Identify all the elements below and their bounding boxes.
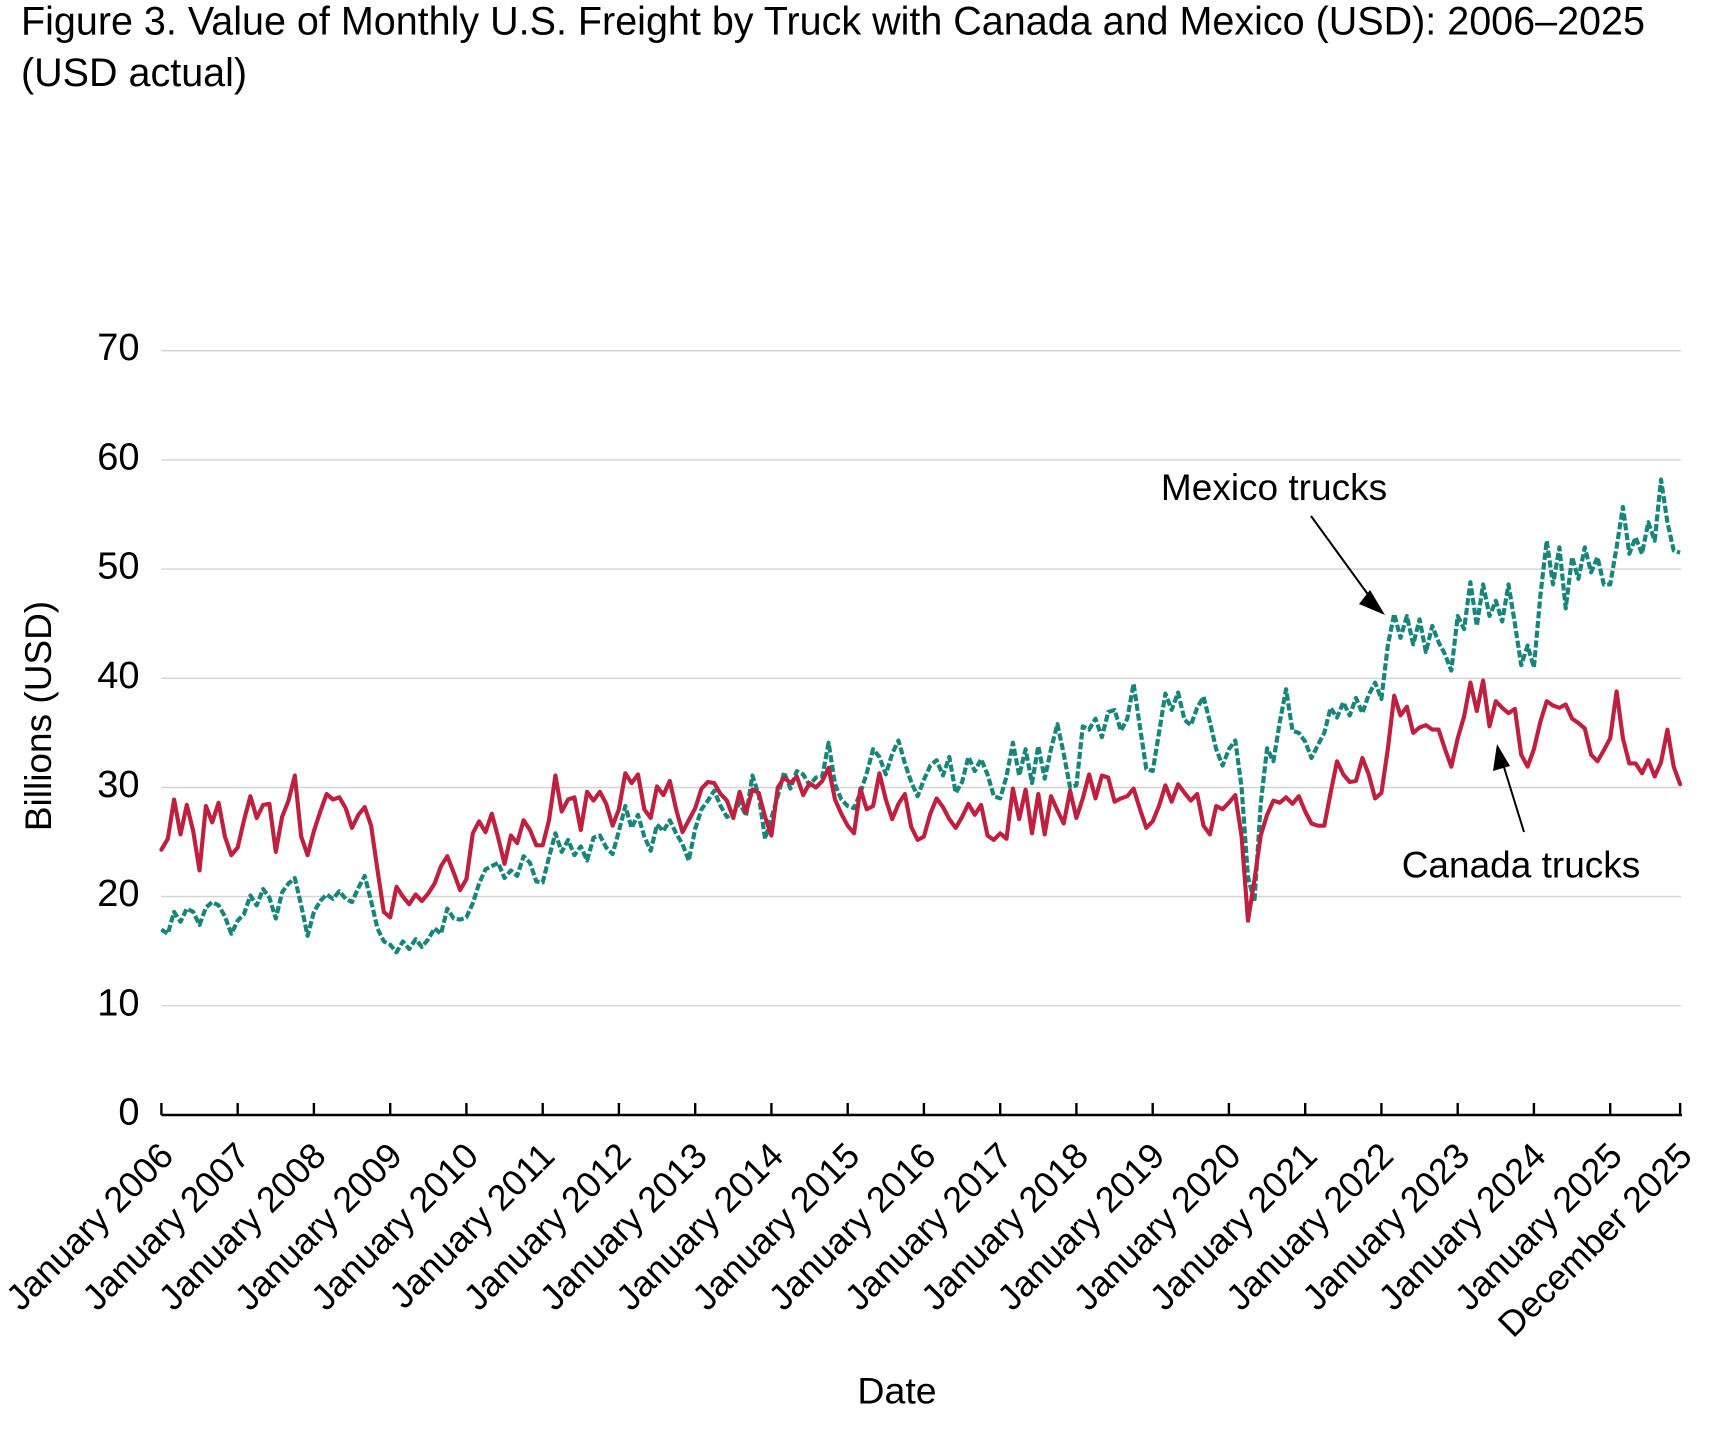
svg-text:30: 30 <box>97 764 139 806</box>
svg-text:50: 50 <box>97 546 139 588</box>
svg-text:40: 40 <box>97 655 139 697</box>
svg-text:(USD actual): (USD actual) <box>21 51 247 95</box>
svg-text:70: 70 <box>97 327 139 369</box>
svg-text:0: 0 <box>118 1092 139 1134</box>
svg-text:20: 20 <box>97 873 139 915</box>
svg-text:Figure 3. Value of Monthly U.S: Figure 3. Value of Monthly U.S. Freight … <box>21 0 1645 44</box>
svg-text:10: 10 <box>97 982 139 1024</box>
svg-text:60: 60 <box>97 436 139 478</box>
svg-text:Billions (USD): Billions (USD) <box>18 601 59 831</box>
svg-text:Mexico trucks: Mexico trucks <box>1161 467 1387 508</box>
svg-text:Date: Date <box>857 1370 936 1412</box>
svg-text:Canada trucks: Canada trucks <box>1402 845 1641 886</box>
